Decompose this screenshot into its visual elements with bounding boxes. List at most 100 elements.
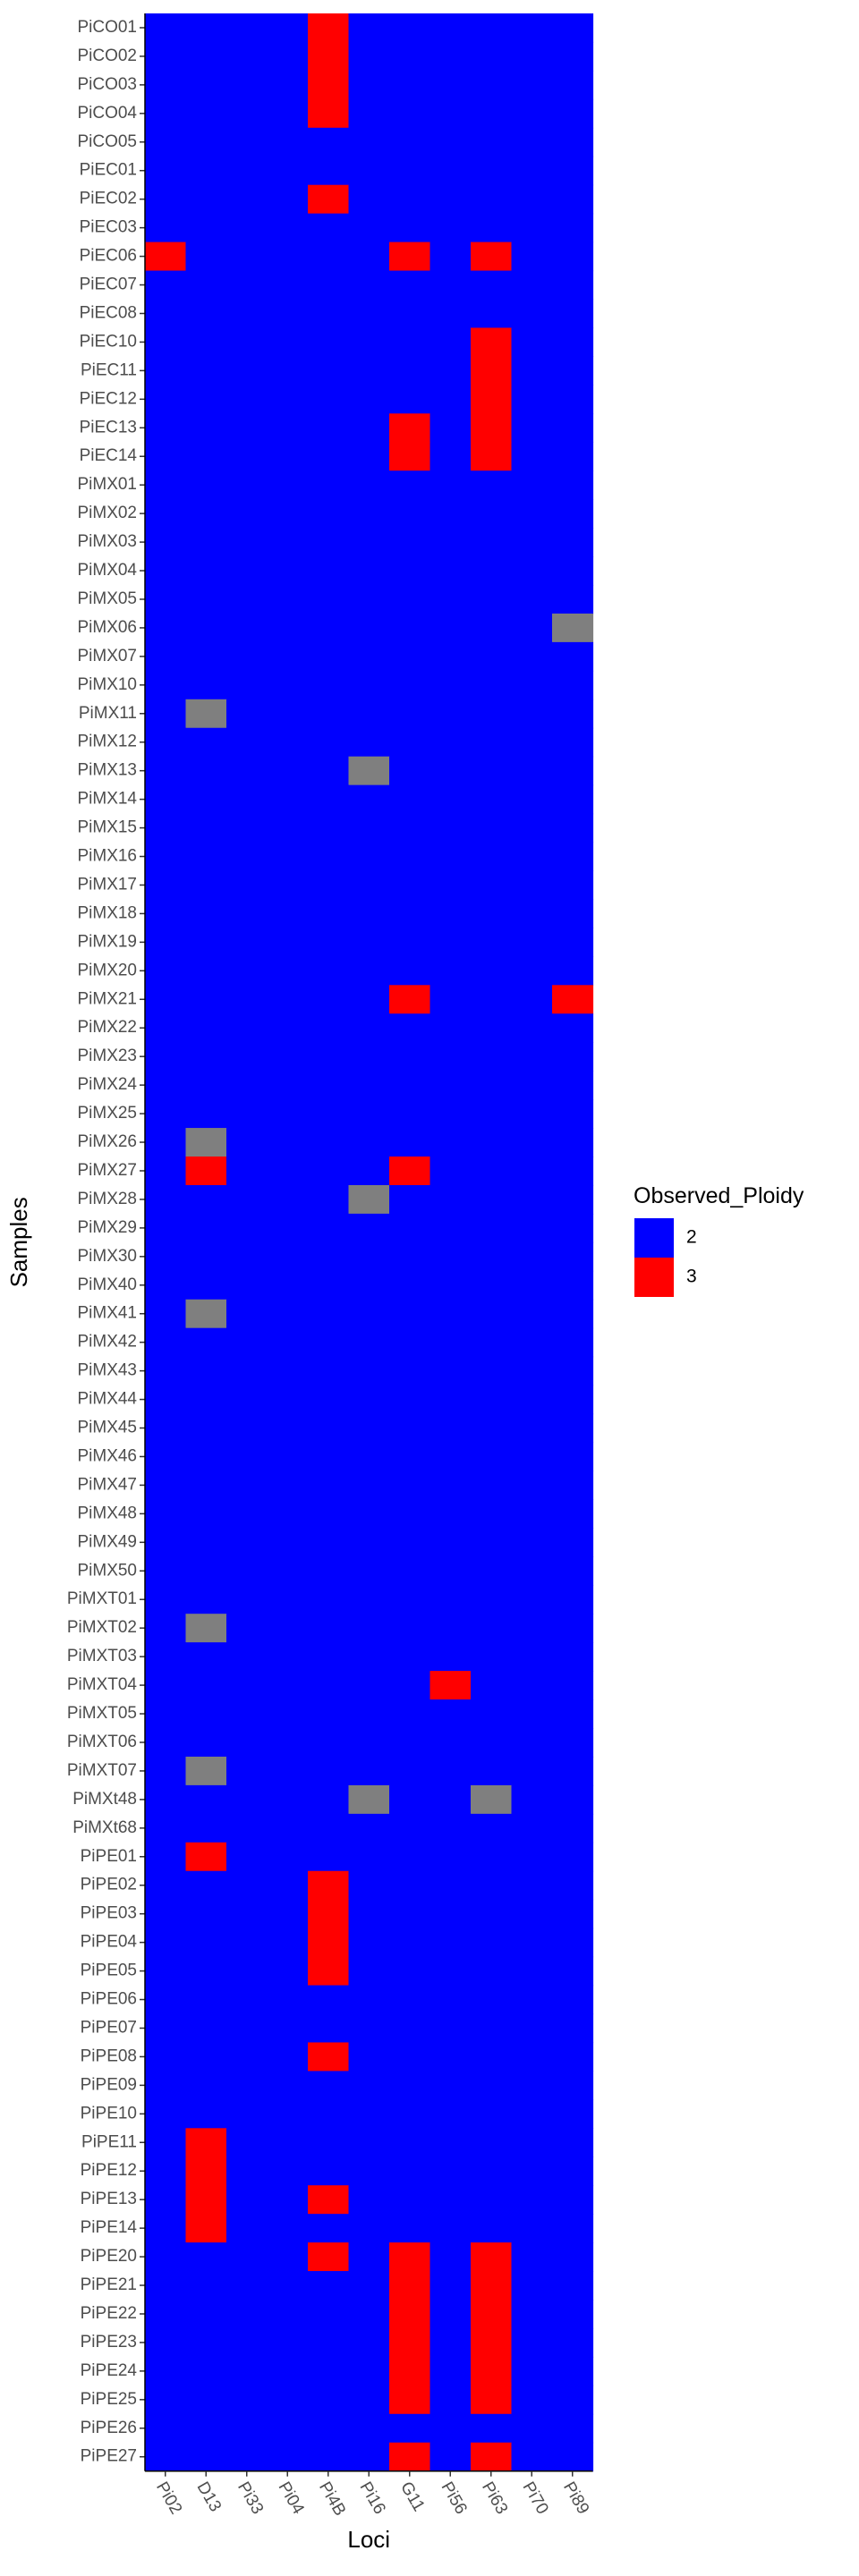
heatmap-cell [145,727,187,758]
heatmap-cell [145,1128,187,1157]
heatmap-cell [226,2271,268,2301]
heatmap-cell [348,1071,390,1100]
heatmap-cell [552,2327,594,2358]
heatmap-cell [145,98,187,129]
heatmap-cell [511,213,553,243]
heatmap-cell [185,2042,227,2072]
heatmap-cell [389,1128,431,1157]
heatmap-cell [430,2442,472,2472]
heatmap-cell [430,1442,472,1472]
heatmap-cell [308,2413,350,2444]
heatmap-cell [185,2071,227,2100]
y-tick-label: PiPE03 [81,1904,137,1923]
heatmap-cell [389,670,431,700]
heatmap-cell [511,98,553,129]
heatmap-cell [430,842,472,872]
heatmap-cell [267,2099,309,2129]
heatmap-cell [511,2185,553,2215]
heatmap-cell [348,2042,390,2072]
heatmap-cell [267,1213,309,1243]
heatmap-cell [185,1642,227,1672]
heatmap-cell [471,1985,513,2015]
heatmap-cell [348,70,390,100]
heatmap-cell [471,327,513,357]
heatmap-cell [471,1327,513,1358]
heatmap-cell [471,528,513,557]
heatmap-cell [471,1413,513,1444]
heatmap-cell [552,2128,594,2157]
heatmap-cell [145,670,187,700]
heatmap-cell [267,70,309,100]
heatmap-cell [471,1813,513,1843]
heatmap-cell [552,2214,594,2243]
y-tick-label: PiPE14 [81,2218,138,2237]
heatmap-cell [308,1013,350,1043]
heatmap-cell [348,784,390,815]
heatmap-cell [267,327,309,357]
heatmap-cell [348,1956,390,1987]
heatmap-cell [511,1470,553,1500]
heatmap-cell [430,1614,472,1643]
heatmap-cell [471,2442,513,2472]
heatmap-cell [267,1842,309,1872]
heatmap-cell [389,641,431,672]
heatmap-cell [348,1470,390,1500]
heatmap-cell [226,1213,268,1243]
heatmap-cell [348,242,390,272]
heatmap-cell [389,1385,431,1415]
heatmap-cell [511,1642,553,1672]
heatmap-cell [430,784,472,815]
heatmap-cell [226,1585,268,1614]
heatmap-cell [430,1899,472,1929]
heatmap-cell [145,2385,187,2415]
heatmap-cell [348,727,390,758]
heatmap-cell [185,756,227,786]
heatmap-cell [145,641,187,672]
heatmap-cell [185,2099,227,2129]
heatmap-cell [145,1899,187,1929]
heatmap-cell [430,413,472,443]
heatmap-cell [185,413,227,443]
heatmap-cell [511,1956,553,1987]
heatmap-cell [185,299,227,329]
heatmap-cell [389,1813,431,1843]
heatmap-cell [308,870,350,901]
heatmap-cell [185,2242,227,2272]
heatmap-cell [511,727,553,758]
heatmap-cell [471,1241,513,1272]
heatmap-cell [389,556,431,586]
heatmap-cell [471,899,513,928]
heatmap-cell [430,356,472,386]
heatmap-cell [552,842,594,872]
heatmap-cell [226,2185,268,2215]
heatmap-cell [185,1071,227,1100]
heatmap-cell [267,2300,309,2329]
heatmap-cell [511,956,553,986]
heatmap-cell [348,442,390,471]
heatmap-cell [552,2271,594,2301]
heatmap-cell [430,699,472,729]
heatmap-cell [511,2413,553,2444]
heatmap-cell [471,470,513,500]
heatmap-cell [552,899,594,928]
heatmap-cell [511,1442,553,1472]
heatmap-cell [145,41,187,72]
y-tick-label: PiMX29 [77,1218,137,1237]
y-tick-label: PiMX41 [77,1304,137,1323]
heatmap-cell [308,2327,350,2358]
heatmap-cell [145,1756,187,1786]
heatmap-cell [389,270,431,301]
y-tick-label: PiEC12 [80,389,137,408]
x-tick-label: Pi89 [559,2479,592,2517]
heatmap-cell [185,270,227,301]
heatmap-cell [471,842,513,872]
heatmap-cell [511,2128,553,2157]
heatmap-cell [471,2042,513,2072]
heatmap-cell [471,70,513,100]
heatmap-cell [552,556,594,586]
heatmap-cell [389,1614,431,1643]
heatmap-cell [226,1899,268,1929]
heatmap-cell [348,1184,390,1215]
heatmap-cell [226,956,268,986]
heatmap-cell [552,442,594,471]
